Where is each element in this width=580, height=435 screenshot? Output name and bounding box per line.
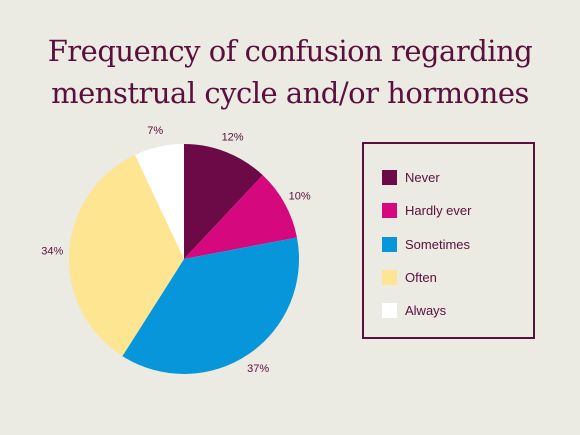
legend-swatch-sometimes — [382, 236, 397, 252]
legend-label-never: Never — [405, 169, 440, 185]
pie-slices — [68, 144, 300, 374]
pie-slice-sometimes — [122, 237, 300, 374]
legend-label-always: Always — [405, 302, 447, 318]
legend: Never Hardly ever Sometimes Often Always — [362, 142, 535, 339]
pie-slice-often — [68, 154, 184, 357]
legend-label-hardly-ever: Hardly ever — [405, 202, 472, 218]
pie-label-hardly-ever: 10% — [289, 190, 311, 202]
legend-label-often: Often — [405, 269, 437, 285]
legend-item-often: Often — [382, 269, 437, 285]
pie-labels: 12% 10% 37% 34% 7% — [41, 125, 311, 375]
pie-slice-never — [184, 144, 263, 259]
pie-label-always: 7% — [147, 125, 163, 137]
legend-label-sometimes: Sometimes — [405, 236, 471, 252]
pie-label-sometimes: 37% — [247, 363, 269, 375]
chart-title: Frequency of confusion regarding menstru… — [0, 30, 580, 114]
legend-swatch-often — [382, 269, 397, 285]
chart-title-line-2: menstrual cycle and/or hormones — [51, 76, 529, 110]
legend-swatch-never — [382, 169, 397, 185]
pie-label-often: 34% — [41, 246, 63, 258]
legend-item-sometimes: Sometimes — [382, 236, 470, 252]
legend-item-always: Always — [382, 302, 446, 318]
legend-item-hardly-ever: Hardly ever — [382, 202, 471, 218]
legend-swatch-hardly-ever — [382, 202, 397, 218]
pie-slice-hardly-ever — [184, 175, 297, 259]
chart-title-line-1: Frequency of confusion regarding — [47, 34, 533, 68]
legend-item-never: Never — [382, 169, 440, 185]
legend-swatch-always — [382, 302, 397, 318]
pie-label-never: 12% — [222, 131, 244, 143]
pie-slice-always — [135, 144, 184, 259]
